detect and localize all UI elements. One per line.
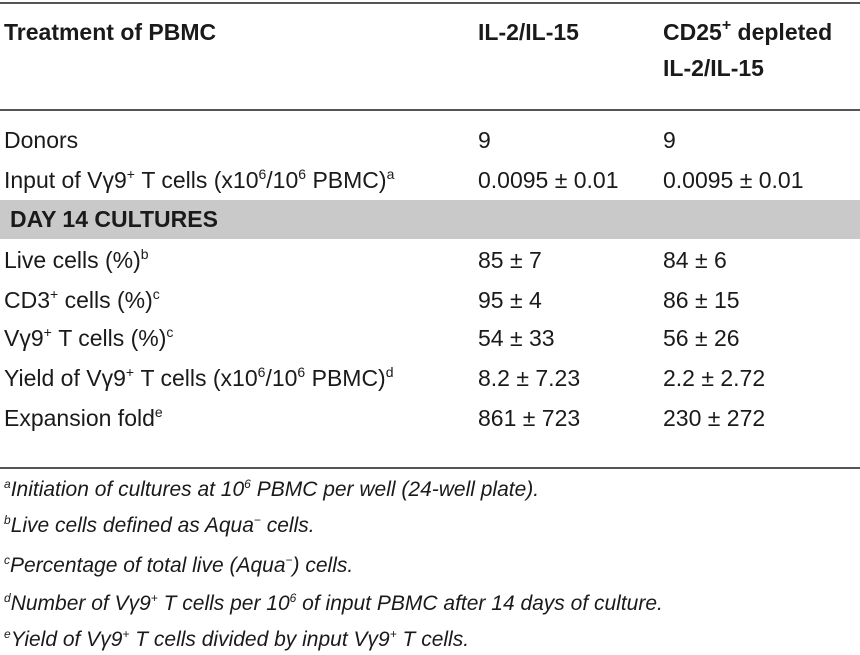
row-label: Input of Vγ9+ T cells (x106/106 PBMC)a bbox=[4, 166, 395, 193]
cell-il2: 54 ± 33 bbox=[478, 325, 555, 351]
cell-cd25: 84 ± 6 bbox=[663, 247, 727, 273]
table-row: CD3+ cells (%)c 95 ± 4 86 ± 15 bbox=[0, 280, 860, 320]
cell-il2: 0.0095 ± 0.01 bbox=[478, 167, 619, 193]
top-rule bbox=[0, 2, 860, 4]
cell-il2: 95 ± 4 bbox=[478, 287, 542, 313]
row-label: Vγ9+ T cells (%)c bbox=[4, 324, 174, 351]
table-row: Expansion folde 861 ± 723 230 ± 272 bbox=[0, 398, 860, 438]
row-label: Expansion folde bbox=[4, 404, 163, 431]
row-label: Live cells (%)b bbox=[4, 246, 149, 273]
footnote-e: eYield of Vγ9+ T cells divided by input … bbox=[4, 627, 470, 651]
footnote-d: dNumber of Vγ9+ T cells per 106 of input… bbox=[4, 591, 663, 615]
header-rule bbox=[0, 109, 860, 111]
row-label: CD3+ cells (%)c bbox=[4, 286, 160, 313]
table-row: Donors 9 9 bbox=[0, 120, 860, 160]
footnote-b: bLive cells defined as Aqua− cells. bbox=[4, 513, 315, 537]
footnote-a: aInitiation of cultures at 106 PBMC per … bbox=[4, 477, 540, 501]
header-il2-il15: IL-2/IL-15 bbox=[478, 19, 579, 45]
header-treatment: Treatment of PBMC bbox=[4, 19, 217, 45]
cell-il2: 8.2 ± 7.23 bbox=[478, 365, 581, 391]
cell-cd25: 86 ± 15 bbox=[663, 287, 740, 313]
cell-il2: 9 bbox=[478, 127, 491, 153]
table-row: Vγ9+ T cells (%)c 54 ± 33 56 ± 26 bbox=[0, 318, 860, 358]
section-band: DAY 14 CULTURES bbox=[0, 200, 860, 239]
cell-cd25: 0.0095 ± 0.01 bbox=[663, 167, 804, 193]
table-row: Live cells (%)b 85 ± 7 84 ± 6 bbox=[0, 240, 860, 280]
row-label: Yield of Vγ9+ T cells (x106/106 PBMC)d bbox=[4, 364, 394, 391]
table-row: Input of Vγ9+ T cells (x106/106 PBMC)a 0… bbox=[0, 160, 860, 200]
cell-cd25: 230 ± 272 bbox=[663, 405, 766, 431]
cell-il2: 85 ± 7 bbox=[478, 247, 542, 273]
cell-cd25: 56 ± 26 bbox=[663, 325, 740, 351]
header-cd25-depleted: CD25+ depleted IL-2/IL-15 bbox=[663, 17, 833, 82]
cell-cd25: 9 bbox=[663, 127, 676, 153]
bottom-rule bbox=[0, 467, 860, 469]
cell-il2: 861 ± 723 bbox=[478, 405, 581, 431]
cell-cd25: 2.2 ± 2.72 bbox=[663, 365, 766, 391]
footnote-c: cPercentage of total live (Aqua−) cells. bbox=[4, 553, 354, 577]
section-label: DAY 14 CULTURES bbox=[10, 206, 218, 232]
table-row: Yield of Vγ9+ T cells (x106/106 PBMC)d 8… bbox=[0, 358, 860, 398]
row-label: Donors bbox=[4, 127, 79, 153]
